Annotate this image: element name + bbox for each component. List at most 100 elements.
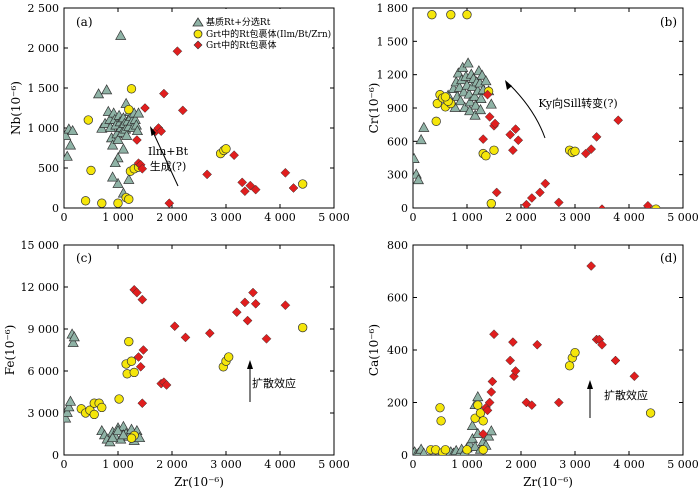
x-tick-label: 4 000 (613, 458, 645, 471)
point-incl-grt (553, 397, 564, 408)
point-incl-grt (526, 400, 537, 410)
x-tick-label: 5 000 (318, 458, 350, 471)
point-incl-ilm (124, 336, 134, 347)
point-incl-grt (491, 187, 502, 198)
point-incl-ilm (486, 198, 496, 208)
legend-diamond-icon (193, 40, 203, 50)
point-incl-grt (510, 124, 521, 134)
point-incl-grt (177, 105, 188, 116)
point-incl-ilm (298, 322, 308, 333)
plot-frame (63, 244, 335, 456)
legend-triangle-icon (192, 17, 204, 27)
y-tick-label: 1 200 (377, 69, 409, 82)
y-tick-label: 600 (387, 135, 408, 148)
y-axis-label: Cr(10⁻⁶) (367, 83, 381, 134)
point-incl-ilm (427, 10, 437, 20)
x-tick-label: 3 000 (559, 211, 591, 224)
point-incl-grt (513, 135, 524, 146)
point-rt (466, 419, 478, 430)
y-axis-label: Ca(10⁻⁶) (367, 324, 381, 376)
x-tick-label: 3 000 (559, 458, 591, 471)
point-incl-grt (169, 321, 180, 332)
point-rt (469, 440, 481, 451)
point-incl-grt (248, 287, 258, 298)
point-incl-ilm (431, 116, 441, 126)
annotation-arrow (509, 84, 546, 139)
point-incl-ilm (113, 198, 123, 208)
point-incl-grt (250, 184, 261, 195)
point-incl-grt (231, 307, 242, 318)
point-rt (68, 331, 80, 342)
point-incl-grt (288, 183, 299, 193)
point-incl-grt (138, 345, 149, 355)
point-incl-ilm (651, 204, 661, 208)
y-tick-label: 200 (387, 397, 408, 410)
panel-label: (a) (76, 15, 93, 29)
point-rt (131, 124, 144, 136)
point-incl-ilm (489, 145, 499, 155)
point-incl-grt (508, 145, 518, 156)
point-incl-ilm (224, 352, 234, 362)
point-incl-ilm (126, 433, 137, 443)
x-tick-label: 5 000 (667, 211, 699, 224)
point-incl-grt (629, 371, 640, 382)
point-incl-grt (580, 148, 591, 159)
point-incl-grt (204, 328, 215, 339)
point-incl-grt (508, 337, 518, 347)
y-axis: 0 500 1 000 1 500 2 000 2 500 (28, 2, 334, 215)
point-rt (418, 121, 430, 132)
plot-frame (63, 7, 335, 209)
point-incl-ilm (97, 402, 107, 413)
point-incl-ilm (129, 367, 139, 378)
point-incl-grt (489, 329, 499, 340)
arrowhead-icon (505, 80, 512, 90)
point-incl-grt (540, 178, 551, 189)
point-incl-ilm (124, 194, 134, 204)
point-incl-ilm (570, 347, 580, 358)
y-tick-label: 300 (387, 169, 408, 182)
point-rt (115, 29, 127, 40)
point-incl-grt (280, 300, 291, 311)
point-incl-grt (597, 339, 607, 350)
x-tick-label: 0 (61, 458, 68, 471)
annotation-arrow (152, 131, 179, 187)
panel-a: 0 1 000 2 000 3 000 4 000 5 000 0 500 1 000 1 50… (9, 2, 350, 224)
x-axis-label: Zr(10⁻⁶) (523, 475, 573, 489)
point-incl-grt (140, 103, 150, 113)
panel-label: (d) (660, 251, 677, 265)
point-rt (121, 129, 133, 140)
point-incl-grt (521, 199, 532, 208)
point-rt (67, 336, 79, 347)
panel-d: 0 1 000 2 000 3 000 4 000 5 000 0 200 400 600 800… (367, 239, 699, 489)
point-incl-grt (280, 167, 291, 178)
arrowhead-icon (587, 380, 593, 389)
panel-label: (c) (76, 251, 92, 265)
y-tick-label: 600 (387, 292, 408, 305)
x-axis: 0 1 000 2 000 3 000 4 000 5 000 (61, 245, 350, 471)
y-tick-label: 0 (401, 202, 408, 215)
y-axis-label: Fe(10⁻⁶) (3, 325, 17, 376)
point-rt (107, 139, 119, 150)
point-incl-grt (137, 294, 148, 305)
point-incl-grt (505, 355, 516, 366)
point-rt (470, 99, 482, 110)
point-rt (462, 57, 474, 68)
legend-box (192, 9, 332, 49)
point-incl-grt (532, 339, 543, 350)
annotation-text: 扩散效应 (604, 388, 648, 402)
point-incl-grt (137, 398, 148, 409)
point-incl-grt (487, 376, 498, 387)
y-tick-label: 0 (401, 449, 408, 462)
point-incl-grt (586, 144, 597, 154)
point-incl-grt (156, 126, 167, 137)
point-rt (485, 425, 497, 436)
point-rt (112, 133, 124, 144)
point-incl-ilm (440, 445, 451, 455)
point-rt (468, 90, 481, 101)
point-incl-ilm (221, 144, 231, 154)
point-rt (107, 171, 119, 182)
y-tick-label: 9 000 (28, 323, 60, 336)
point-incl-grt (159, 88, 169, 99)
point-rt (452, 67, 464, 78)
point-rt (64, 150, 73, 161)
